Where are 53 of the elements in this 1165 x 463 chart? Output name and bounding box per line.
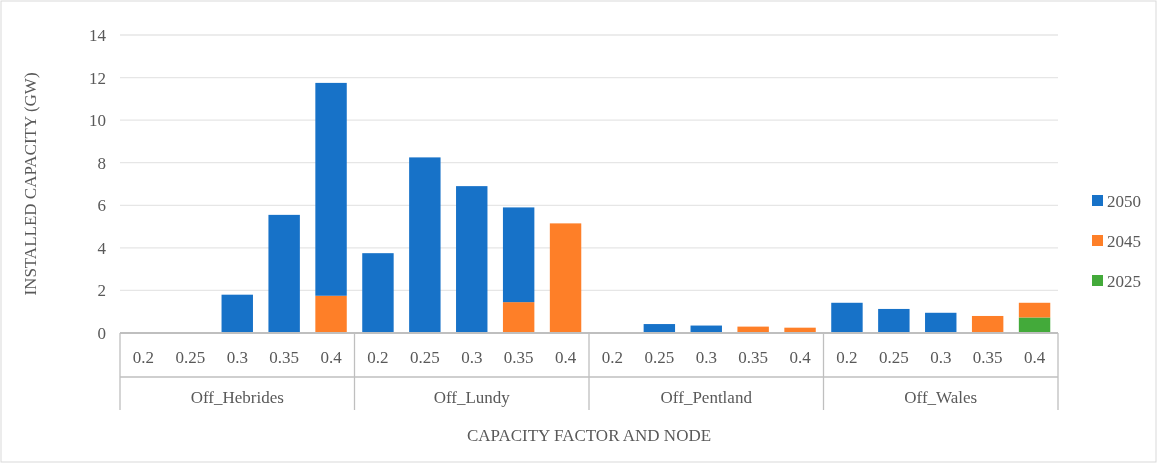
x-tick-label: 0.25 <box>644 348 675 367</box>
x-tick-label: 0.2 <box>601 348 624 367</box>
y-tick-label: 10 <box>89 111 106 131</box>
y-tick-label: 4 <box>97 238 107 258</box>
text: Off_Lundy <box>433 388 511 407</box>
x-tick-label: 0.25 <box>878 348 909 367</box>
bar <box>362 253 394 333</box>
x-tick-label: 0.25 <box>175 348 206 367</box>
x-axis-title: CAPACITY FACTOR AND NODE <box>466 426 712 445</box>
bar <box>409 157 441 333</box>
text: Off_Wales <box>904 388 978 407</box>
text: Off_Pentland <box>660 388 753 407</box>
bar <box>502 207 535 303</box>
x-tick-label: 0.2 <box>836 348 858 367</box>
legend-label: 2050 <box>1107 191 1141 211</box>
y-tick-label: 12 <box>89 68 106 88</box>
bar <box>971 315 1004 333</box>
y-tick-label: 2 <box>97 281 106 301</box>
x-tick-label: 0.3 <box>930 348 952 367</box>
x-tick-label: 0.4 <box>1023 348 1046 367</box>
bar <box>878 308 910 333</box>
x-tick-label: 0.35 <box>738 348 769 367</box>
bar <box>315 295 347 333</box>
bar <box>221 294 253 333</box>
y-tick-label: 6 <box>97 196 106 216</box>
bar <box>925 312 957 333</box>
legend-label: 2025 <box>1107 271 1141 291</box>
x-tick-label: 0.25 <box>409 348 440 367</box>
x-tick-label: 0.3 <box>695 348 717 367</box>
bar <box>502 302 535 333</box>
x-tick-label: 0.35 <box>503 348 534 367</box>
bar <box>1018 302 1051 318</box>
bar <box>549 223 582 333</box>
x-tick-label: 0.3 <box>226 348 248 367</box>
bar <box>456 186 488 333</box>
x-tick-label: 0.4 <box>320 348 343 367</box>
y-axis-title: INSTALLED CAPACITY (GW) <box>21 72 40 296</box>
y-tick-label: 0 <box>97 323 106 343</box>
x-tick-label: 0.35 <box>972 348 1003 367</box>
x-tick-label: 0.3 <box>461 348 483 367</box>
x-tick-label: 0.4 <box>789 348 812 367</box>
x-tick-label: 0.2 <box>367 348 389 367</box>
y-tick-label: 14 <box>89 25 107 45</box>
y-tick-label: 8 <box>97 153 106 173</box>
text: Off_Hebrides <box>190 388 284 407</box>
legend-label: 2045 <box>1107 231 1141 251</box>
bar <box>1018 317 1051 333</box>
x-tick-label: 0.2 <box>132 348 155 367</box>
x-tick-label: 0.35 <box>269 348 300 367</box>
bar <box>831 302 863 333</box>
x-tick-label: 0.4 <box>554 348 577 367</box>
bar <box>268 214 300 333</box>
bar <box>315 82 347 296</box>
